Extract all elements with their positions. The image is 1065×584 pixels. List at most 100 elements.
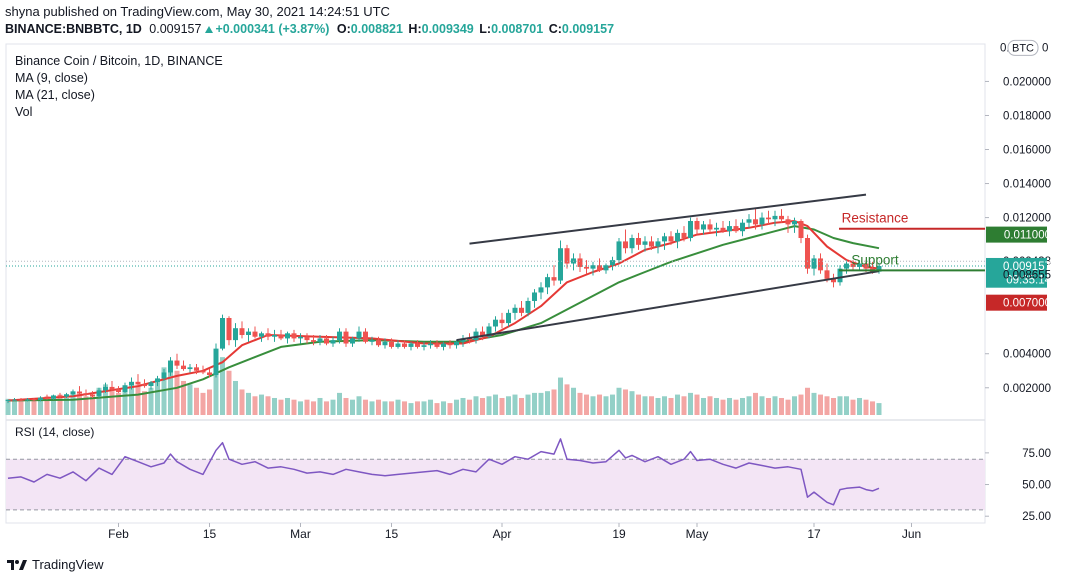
candle-body — [428, 343, 433, 346]
candle-body — [304, 336, 310, 341]
candle-body — [408, 343, 414, 347]
time-tick-label: 17 — [807, 527, 821, 541]
volume-bar — [239, 389, 245, 415]
volume-bar — [408, 403, 414, 415]
legend-ma9[interactable]: MA (9, close) — [15, 71, 88, 85]
legend-ma21[interactable]: MA (21, close) — [15, 88, 95, 102]
volume-bar — [831, 397, 836, 415]
volume-bar — [428, 399, 433, 415]
volume-bar — [77, 392, 82, 415]
candle-body — [727, 226, 732, 232]
candle-body — [467, 338, 472, 341]
volume-bar — [363, 399, 368, 415]
volume-bar — [103, 384, 108, 415]
volume-bar — [597, 394, 602, 415]
candle-body — [161, 372, 167, 379]
candle-body — [252, 331, 258, 337]
candle-body — [148, 382, 154, 387]
volume-bar — [714, 397, 719, 415]
volume-bar — [259, 394, 264, 415]
candle-body — [779, 215, 784, 220]
volume-bar — [779, 397, 784, 415]
volume-bar — [142, 391, 147, 415]
volume-bar — [837, 396, 843, 415]
candle-body — [792, 220, 797, 225]
candle-body — [857, 263, 862, 267]
volume-bar — [649, 396, 654, 415]
main-legend: Binance Coin / Bitcoin, 1D, BINANCE MA (… — [15, 53, 223, 121]
candle-body — [584, 266, 589, 269]
volume-bar — [376, 399, 381, 415]
volume-bar — [642, 396, 648, 415]
low-label: L: — [479, 22, 492, 36]
candle-body — [369, 340, 375, 342]
volume-bar — [155, 382, 160, 415]
rsi-legend[interactable]: RSI (14, close) — [15, 425, 95, 439]
annotation-resistance: Resistance — [842, 211, 909, 226]
candle-body — [655, 241, 661, 247]
candle-body — [447, 343, 453, 346]
candle-body — [285, 333, 290, 339]
volume-bar — [395, 399, 401, 415]
volume-bar — [44, 396, 50, 415]
candle-body — [226, 317, 232, 341]
candle-body — [785, 219, 791, 225]
volume-bar — [291, 399, 297, 415]
volume-bar — [675, 394, 680, 415]
candle-body — [824, 270, 830, 279]
candle-body — [376, 340, 381, 346]
candle-body — [317, 338, 323, 342]
candle-body — [733, 226, 739, 232]
candle-body — [629, 238, 635, 249]
candle-body — [538, 287, 544, 293]
candle-body — [805, 238, 810, 269]
volume-bar — [213, 365, 219, 415]
candle-body — [259, 333, 264, 337]
price-tick-label: 0.016000 — [1003, 145, 1051, 157]
candle-body — [402, 343, 407, 347]
candle-body — [142, 384, 147, 387]
volume-bar — [753, 392, 758, 415]
bar-countdown-label: 09:35:14 — [1006, 275, 1051, 287]
candle-body — [649, 241, 654, 247]
candle-body — [187, 367, 193, 370]
open-value: 0.008821 — [350, 22, 403, 36]
candle-body — [174, 360, 180, 366]
volume-bar — [174, 370, 180, 415]
candle-body — [207, 372, 212, 376]
legend-vol[interactable]: Vol — [15, 105, 33, 119]
candle-body — [25, 399, 30, 401]
candle-body — [811, 258, 817, 269]
price-tick-label: 0.018000 — [1003, 110, 1051, 122]
close-value: 0.009157 — [561, 22, 615, 36]
time-tick-label: May — [686, 527, 709, 541]
candle-body — [116, 389, 121, 393]
volume-bar — [402, 401, 407, 415]
volume-bar — [51, 399, 56, 415]
volume-bar — [584, 394, 589, 415]
candle-body — [473, 331, 479, 341]
volume-bar — [460, 397, 466, 415]
price-tick-label: 0.004000 — [1003, 349, 1051, 361]
candle-body — [5, 400, 11, 402]
candle-body — [421, 345, 427, 347]
volume-bar — [220, 357, 225, 415]
volume-bar — [467, 399, 472, 415]
currency-badge — [1007, 39, 1039, 56]
last-price: 0.009157 — [149, 22, 202, 36]
volume-bar — [226, 370, 232, 415]
volume-bar — [668, 397, 674, 415]
candle-body — [70, 391, 76, 395]
candle-body — [135, 381, 141, 385]
volume-bar — [252, 396, 258, 415]
volume-bar — [480, 397, 485, 415]
candle-body — [109, 386, 115, 390]
volume-bar — [629, 391, 635, 415]
volume-bar — [298, 401, 303, 415]
trendline-lower — [456, 270, 880, 342]
candle-body — [564, 248, 570, 264]
volume-bar — [343, 397, 349, 415]
candle-body — [64, 394, 69, 397]
price-axis-badge — [986, 271, 1047, 288]
